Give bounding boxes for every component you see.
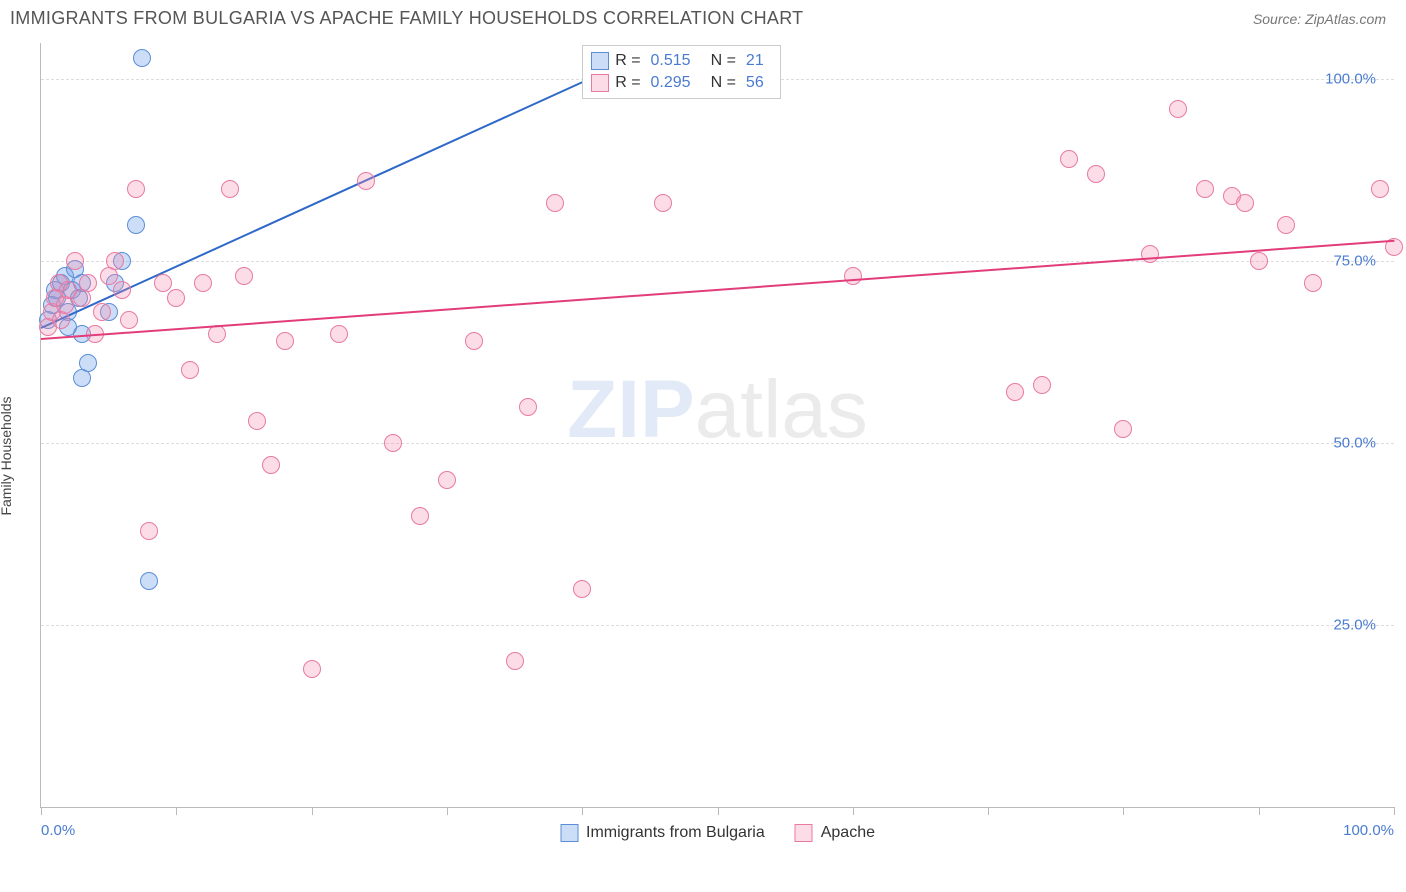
scatter-point-apache <box>1277 216 1295 234</box>
xtick <box>447 807 448 815</box>
scatter-point-apache <box>106 252 124 270</box>
legend-swatch-apache <box>591 74 609 92</box>
xtick <box>1259 807 1260 815</box>
scatter-point-bulgaria <box>140 572 158 590</box>
xtick <box>312 807 313 815</box>
legend-swatch-bulgaria <box>591 52 609 70</box>
scatter-point-apache <box>330 325 348 343</box>
scatter-point-apache <box>1196 180 1214 198</box>
legend-n-value: 21 <box>746 50 764 72</box>
scatter-point-apache <box>465 332 483 350</box>
legend-swatch-bulgaria <box>560 824 578 842</box>
source-attribution: Source: ZipAtlas.com <box>1253 11 1386 27</box>
xtick-label-min: 0.0% <box>41 822 75 839</box>
stats-legend-row-apache: R = 0.295 N = 56 <box>591 72 768 94</box>
y-axis-label: Family Households <box>0 396 14 515</box>
gridline-h <box>41 625 1394 626</box>
scatter-point-apache <box>519 398 537 416</box>
ytick-label: 100.0% <box>1325 71 1376 88</box>
scatter-point-apache <box>1250 252 1268 270</box>
xtick <box>988 807 989 815</box>
scatter-point-apache <box>1114 420 1132 438</box>
legend-n-label: N = <box>711 50 736 72</box>
plot-area: ZIPatlas 25.0%50.0%75.0%100.0%0.0%100.0%… <box>40 43 1394 808</box>
scatter-point-apache <box>1006 383 1024 401</box>
xtick-label-max: 100.0% <box>1343 822 1394 839</box>
series-legend-label: Immigrants from Bulgaria <box>586 824 765 842</box>
scatter-point-bulgaria <box>127 216 145 234</box>
scatter-point-apache <box>208 325 226 343</box>
scatter-point-apache <box>573 580 591 598</box>
scatter-point-apache <box>1236 194 1254 212</box>
xtick <box>41 807 42 815</box>
series-legend-label: Apache <box>821 824 875 842</box>
series-legend-item-bulgaria: Immigrants from Bulgaria <box>560 824 765 842</box>
scatter-point-apache <box>1304 274 1322 292</box>
stats-legend-row-bulgaria: R = 0.515 N = 21 <box>591 50 768 72</box>
stats-legend: R = 0.515 N = 21 R = 0.295 N = 56 <box>582 45 781 99</box>
scatter-point-apache <box>1371 180 1389 198</box>
series-legend-item-apache: Apache <box>795 824 875 842</box>
scatter-point-apache <box>194 274 212 292</box>
scatter-point-apache <box>654 194 672 212</box>
scatter-point-apache <box>303 660 321 678</box>
scatter-point-apache <box>79 274 97 292</box>
scatter-point-apache <box>1060 150 1078 168</box>
regression-line-apache <box>41 239 1394 339</box>
scatter-point-apache <box>438 471 456 489</box>
scatter-point-apache <box>93 303 111 321</box>
legend-r-value: 0.515 <box>651 50 691 72</box>
scatter-point-apache <box>221 180 239 198</box>
scatter-point-apache <box>154 274 172 292</box>
scatter-point-apache <box>1087 165 1105 183</box>
scatter-point-apache <box>181 361 199 379</box>
scatter-point-apache <box>235 267 253 285</box>
legend-n-value: 56 <box>746 72 764 94</box>
series-legend: Immigrants from Bulgaria Apache <box>560 824 875 842</box>
xtick <box>718 807 719 815</box>
ytick-label: 50.0% <box>1333 435 1376 452</box>
scatter-point-apache <box>120 311 138 329</box>
xtick <box>582 807 583 815</box>
scatter-point-apache <box>844 267 862 285</box>
scatter-point-bulgaria <box>133 49 151 67</box>
scatter-point-apache <box>140 522 158 540</box>
scatter-point-apache <box>546 194 564 212</box>
scatter-point-apache <box>127 180 145 198</box>
ytick-label: 25.0% <box>1333 617 1376 634</box>
scatter-point-apache <box>113 281 131 299</box>
scatter-point-apache <box>66 252 84 270</box>
scatter-point-apache <box>411 507 429 525</box>
plot-wrapper: Family Households ZIPatlas 25.0% 50.0% 75.… <box>0 33 1406 863</box>
legend-r-label: R = <box>615 72 640 94</box>
scatter-point-apache <box>357 172 375 190</box>
scatter-point-apache <box>248 412 266 430</box>
scatter-point-apache <box>1141 245 1159 263</box>
legend-n-label: N = <box>711 72 736 94</box>
legend-r-label: R = <box>615 50 640 72</box>
watermark-part2: atlas <box>695 364 868 455</box>
xtick <box>176 807 177 815</box>
chart-header: IMMIGRANTS FROM BULGARIA VS APACHE FAMIL… <box>0 0 1406 33</box>
scatter-point-apache <box>276 332 294 350</box>
chart-title: IMMIGRANTS FROM BULGARIA VS APACHE FAMIL… <box>10 8 803 29</box>
scatter-point-bulgaria <box>73 369 91 387</box>
legend-r-value: 0.295 <box>651 72 691 94</box>
scatter-point-apache <box>167 289 185 307</box>
scatter-point-apache <box>506 652 524 670</box>
watermark-part1: ZIP <box>567 364 695 455</box>
scatter-point-apache <box>262 456 280 474</box>
xtick <box>853 807 854 815</box>
gridline-h <box>41 443 1394 444</box>
ytick-label: 75.0% <box>1333 253 1376 270</box>
scatter-point-apache <box>384 434 402 452</box>
xtick <box>1123 807 1124 815</box>
scatter-point-apache <box>1033 376 1051 394</box>
legend-swatch-apache <box>795 824 813 842</box>
gridline-h <box>41 261 1394 262</box>
scatter-point-apache <box>1169 100 1187 118</box>
xtick <box>1394 807 1395 815</box>
